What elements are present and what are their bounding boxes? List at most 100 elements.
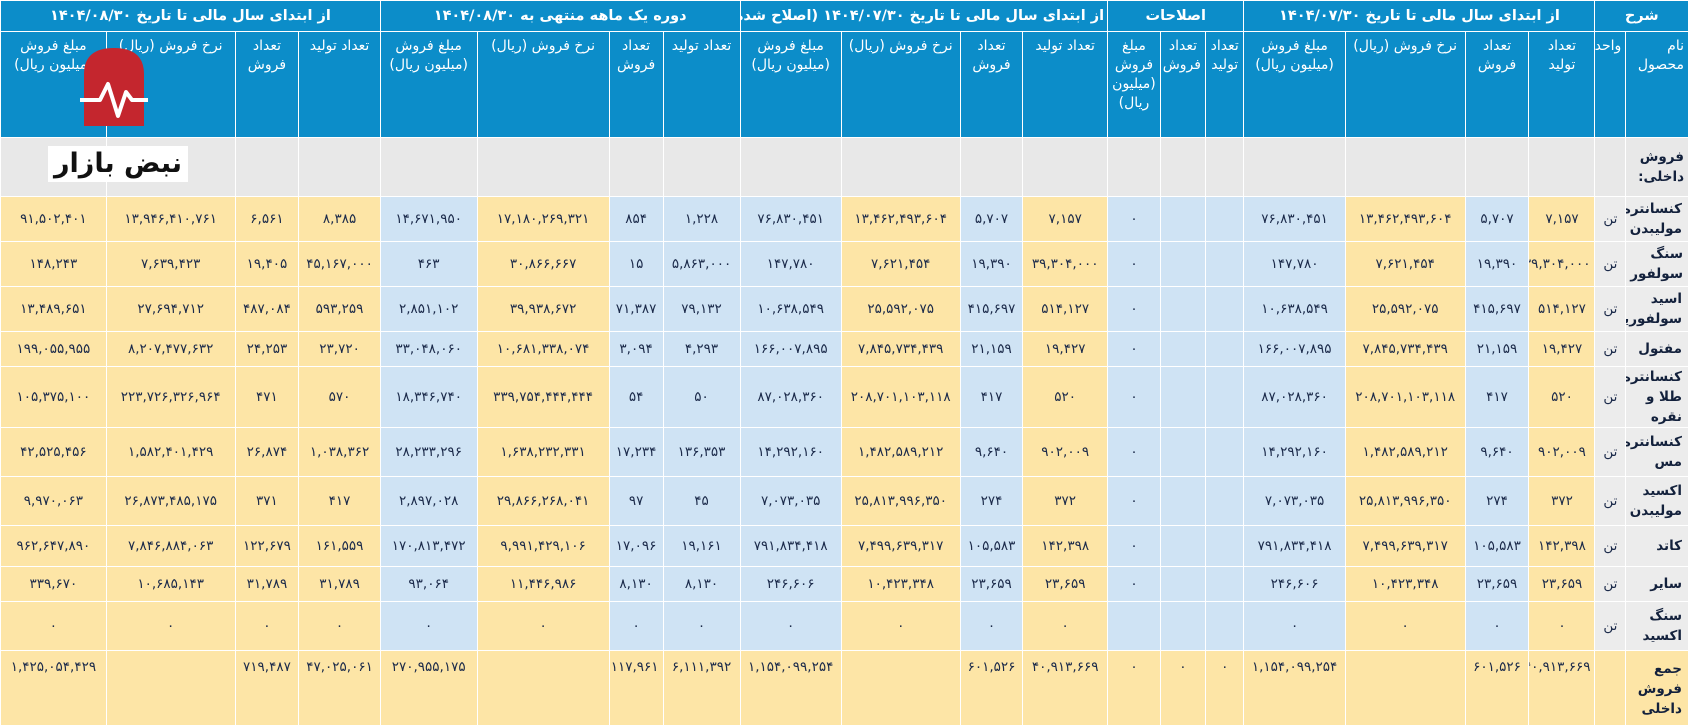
cell-m1-production: ۸,۱۳۰ <box>662 566 741 602</box>
cell-m1-sale-rate: ۱۱,۴۴۶,۹۸۶ <box>476 566 610 602</box>
cell-pc-sales-qty: ۴۱۷ <box>959 366 1024 428</box>
table-row: اکسید مولیبدن تن ۳۷۲ ۲۷۴ ۲۵,۸۱۳,۹۹۶,۳۵۰ ۷,۰۷۳… <box>0 476 1689 526</box>
cell-p2-sale-amount: ۱,۴۲۵,۰۵۴,۴۲۹ <box>0 650 107 726</box>
column-header-product-name: نام محصول <box>1625 31 1689 138</box>
cell-m1-production: ۴۵ <box>662 476 741 526</box>
column-header-p2-sales-qty: تعداد فروش <box>234 31 300 138</box>
cell-p1-production: ۰ <box>1528 601 1596 651</box>
group-header-period-2: از ابتدای سال مالی تا تاریخ ۱۴۰۴/۰۸/۳۰ <box>0 0 381 32</box>
column-header-p1-sale-amount: مبلغ فروش (میلیون ریال) <box>1243 31 1346 138</box>
cell-m1-production: ۶,۱۱۱,۳۹۲ <box>662 650 741 726</box>
cell-pc-sale-rate: ۱۰,۴۲۳,۳۴۸ <box>840 566 961 602</box>
cell-pc-production: ۳۷۲ <box>1022 476 1109 526</box>
column-header-m1-production: تعداد تولید <box>662 31 741 138</box>
cell-p1-sales-qty: ۱۹,۳۹۰ <box>1464 241 1530 287</box>
cell-pc-production: ۲۳,۶۵۹ <box>1022 566 1109 602</box>
cell-pc-sales-qty: ۲۷۴ <box>959 476 1024 526</box>
cell-adj-sales-qty <box>1159 476 1206 526</box>
cell-p1-sale-amount: ۷۹۱,۸۳۴,۴۱۸ <box>1243 525 1346 567</box>
cell-p2-sales-qty: ۲۶,۸۷۴ <box>234 427 300 477</box>
cell-adj-production <box>1204 286 1245 332</box>
cell-pc-sale-rate: ۲۰۸,۷۰۱,۱۰۳,۱۱۸ <box>840 366 961 428</box>
cell-unit: تن <box>1594 427 1627 477</box>
cell-p1-sale-rate: ۱۳,۴۶۲,۴۹۳,۶۰۴ <box>1344 196 1466 242</box>
cell-p2-sale-rate: ۷,۸۴۶,۸۸۴,۰۶۳ <box>105 525 236 567</box>
cell-p1-sale-amount: ۷,۰۷۳,۰۳۵ <box>1243 476 1346 526</box>
cell-pc-sale-amount: ۱,۱۵۴,۰۹۹,۲۵۴ <box>739 650 842 726</box>
cell-unit: تن <box>1594 525 1627 567</box>
cell-m1-sales-qty: ۱۷,۲۳۴ <box>608 427 664 477</box>
heartbeat-logo-icon <box>80 48 148 126</box>
cell-adj-sale-amount: ۰ <box>1107 427 1161 477</box>
section-empty-cell <box>608 137 664 197</box>
section-empty-cell <box>234 137 300 197</box>
group-header-description: شرح <box>1594 0 1689 32</box>
cell-p1-sale-amount: ۱۶۶,۰۰۷,۸۹۵ <box>1243 331 1346 367</box>
table-row: کنسانتره مولیبدن تن ۷,۱۵۷ ۵,۷۰۷ ۱۳,۴۶۲,۴۹۳,۶… <box>0 196 1689 242</box>
cell-pc-sale-amount: ۰ <box>739 601 842 651</box>
cell-p2-production: ۰ <box>298 601 381 651</box>
watermark-logo: نبض بازار <box>44 44 188 204</box>
cell-pc-sale-rate: ۷,۴۹۹,۶۳۹,۳۱۷ <box>840 525 961 567</box>
section-empty-cell <box>1528 137 1596 197</box>
cell-m1-production: ۰ <box>662 601 741 651</box>
cell-p2-sales-qty: ۱۲۲,۶۷۹ <box>234 525 300 567</box>
cell-m1-sale-rate: ۹,۹۹۱,۴۲۹,۱۰۶ <box>476 525 610 567</box>
cell-p1-sale-rate: ۷,۸۴۵,۷۳۴,۴۳۹ <box>1344 331 1466 367</box>
cell-p2-production: ۵۹۳,۲۵۹ <box>298 286 381 332</box>
cell-p1-sale-amount: ۲۴۶,۶۰۶ <box>1243 566 1346 602</box>
column-header-pc-sale-rate: نرخ فروش (ریال) <box>840 31 961 138</box>
column-header-pc-sales-qty: تعداد فروش <box>959 31 1024 138</box>
cell-p2-production: ۴۱۷ <box>298 476 381 526</box>
cell-pc-sales-qty: ۲۳,۶۵۹ <box>959 566 1024 602</box>
column-header-m1-sale-rate: نرخ فروش (ریال) <box>476 31 610 138</box>
cell-p1-sale-amount: ۱۴۷,۷۸۰ <box>1243 241 1346 287</box>
section-empty-cell <box>1107 137 1161 197</box>
cell-p2-production: ۴۵,۱۶۷,۰۰۰ <box>298 241 381 287</box>
cell-adj-sale-amount: ۰ <box>1107 241 1161 287</box>
cell-p1-production: ۷,۱۵۷ <box>1528 196 1596 242</box>
cell-p2-sales-qty: ۴۸۷,۰۸۴ <box>234 286 300 332</box>
cell-pc-sale-amount: ۸۷,۰۲۸,۳۶۰ <box>739 366 842 428</box>
cell-p1-sales-qty: ۴۱۷ <box>1464 366 1530 428</box>
cell-p1-sales-qty: ۲۷۴ <box>1464 476 1530 526</box>
cell-m1-sales-qty: ۸۵۴ <box>608 196 664 242</box>
section-row: فروش داخلی: <box>0 137 1689 197</box>
cell-pc-production: ۱۹,۴۲۷ <box>1022 331 1109 367</box>
cell-adj-sales-qty <box>1159 241 1206 287</box>
column-header-p2-production: تعداد تولید <box>298 31 381 138</box>
cell-p2-sale-amount: ۹۱,۵۰۲,۴۰۱ <box>0 196 107 242</box>
table-row: کنسانتره مس تن ۹۰۲,۰۰۹ ۹,۶۴۰ ۱,۴۸۲,۵۸۹,۲۱۲ ۱۴… <box>0 427 1689 477</box>
cell-pc-sales-qty: ۶۰۱,۵۲۶ <box>959 650 1024 726</box>
column-header-adj-sales-qty: تعداد فروش <box>1159 31 1206 138</box>
table-row: سایر تن ۲۳,۶۵۹ ۲۳,۶۵۹ ۱۰,۴۲۳,۳۴۸ ۲۴۶,۶۰۶ ۰ ۲۳,۶… <box>0 566 1689 602</box>
cell-m1-sale-amount: ۲,۸۹۷,۰۲۸ <box>379 476 478 526</box>
section-empty-cell <box>1243 137 1346 197</box>
cell-p2-sale-rate: ۸,۲۰۷,۴۷۷,۶۳۲ <box>105 331 236 367</box>
cell-adj-sale-amount: ۰ <box>1107 525 1161 567</box>
cell-m1-sale-rate: ۱۰,۶۸۱,۳۳۸,۰۷۴ <box>476 331 610 367</box>
cell-p1-sales-qty: ۹,۶۴۰ <box>1464 427 1530 477</box>
cell-m1-production: ۱۹,۱۶۱ <box>662 525 741 567</box>
cell-m1-sale-rate <box>476 650 610 726</box>
section-label: فروش داخلی: <box>1625 137 1689 197</box>
cell-pc-sale-rate: ۷,۸۴۵,۷۳۴,۴۳۹ <box>840 331 961 367</box>
cell-m1-production: ۷۹,۱۳۲ <box>662 286 741 332</box>
section-empty-cell <box>739 137 842 197</box>
cell-p2-production: ۱۶۱,۵۵۹ <box>298 525 381 567</box>
cell-m1-sale-amount: ۲,۸۵۱,۱۰۲ <box>379 286 478 332</box>
product-name-cell: کنسانتره مولیبدن <box>1625 196 1689 242</box>
product-name-cell: کنسانتره طلا و نقره <box>1625 366 1689 428</box>
table-body: فروش داخلی: کنسانتره مولیبدن تن ۷,۱۵۷ ۵,۷۰۷… <box>0 137 1689 726</box>
cell-p2-sale-rate: ۲۶,۸۷۳,۴۸۵,۱۷۵ <box>105 476 236 526</box>
cell-adj-sales-qty: ۰ <box>1159 650 1206 726</box>
cell-adj-production <box>1204 476 1245 526</box>
cell-p1-sale-amount: ۰ <box>1243 601 1346 651</box>
cell-p2-sales-qty: ۳۱,۷۸۹ <box>234 566 300 602</box>
cell-unit: تن <box>1594 331 1627 367</box>
cell-unit: تن <box>1594 601 1627 651</box>
cell-m1-sales-qty: ۹۷ <box>608 476 664 526</box>
cell-p1-production: ۵۱۴,۱۲۷ <box>1528 286 1596 332</box>
cell-m1-sale-rate: ۱۷,۱۸۰,۲۶۹,۳۲۱ <box>476 196 610 242</box>
